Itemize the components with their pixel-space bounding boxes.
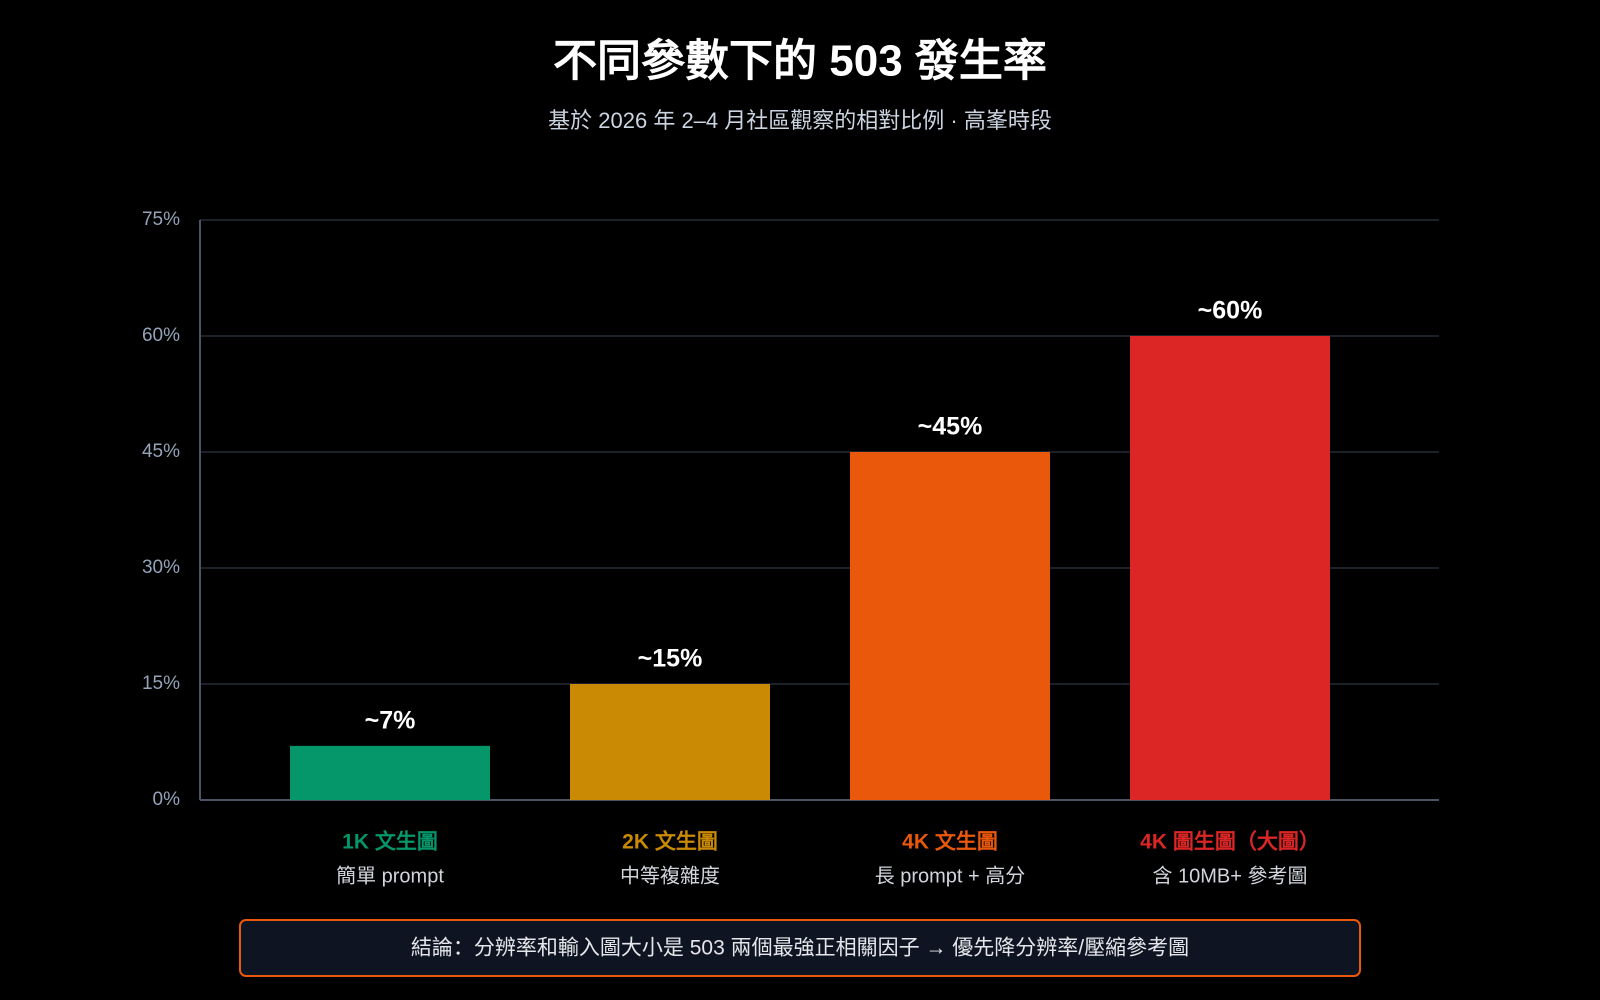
conclusion-text: 結論：分辨率和輸入圖大小是 503 兩個最強正相關因子 → 優先降分辨率/壓縮參… [411,937,1189,960]
bar [850,452,1050,800]
bar [290,745,490,800]
y-tick-label: 30% [142,557,180,578]
y-tick-label: 75% [142,209,180,230]
bar [1130,336,1330,800]
y-tick-label: 45% [142,441,180,462]
value-label: ~15% [638,645,703,673]
x-tick-label: 1K 文生圖 [342,830,438,854]
y-tick-label: 0% [153,789,181,810]
y-tick-label: 15% [142,673,180,694]
x-tick-label: 4K 文生圖 [902,830,998,854]
bar [570,684,770,800]
x-tick-label: 4K 圖生圖（大圖） [1140,830,1320,854]
chart-subtitle: 基於 2026 年 2–4 月社區觀察的相對比例 · 高峯時段 [548,108,1052,133]
chart-title: 不同參數下的 503 發生率 [553,37,1047,86]
x-tick-label: 2K 文生圖 [622,830,718,854]
x-tick-sublabel: 長 prompt + 高分 [875,864,1026,887]
y-tick-label: 60% [142,325,180,346]
x-tick-sublabel: 含 10MB+ 參考圖 [1152,864,1307,887]
value-label: ~60% [1198,297,1263,325]
value-label: ~45% [918,413,983,441]
x-tick-sublabel: 簡單 prompt [336,864,444,887]
value-label: ~7% [365,706,416,734]
conclusion-box [239,919,1361,977]
x-tick-sublabel: 中等複雜度 [620,864,720,887]
